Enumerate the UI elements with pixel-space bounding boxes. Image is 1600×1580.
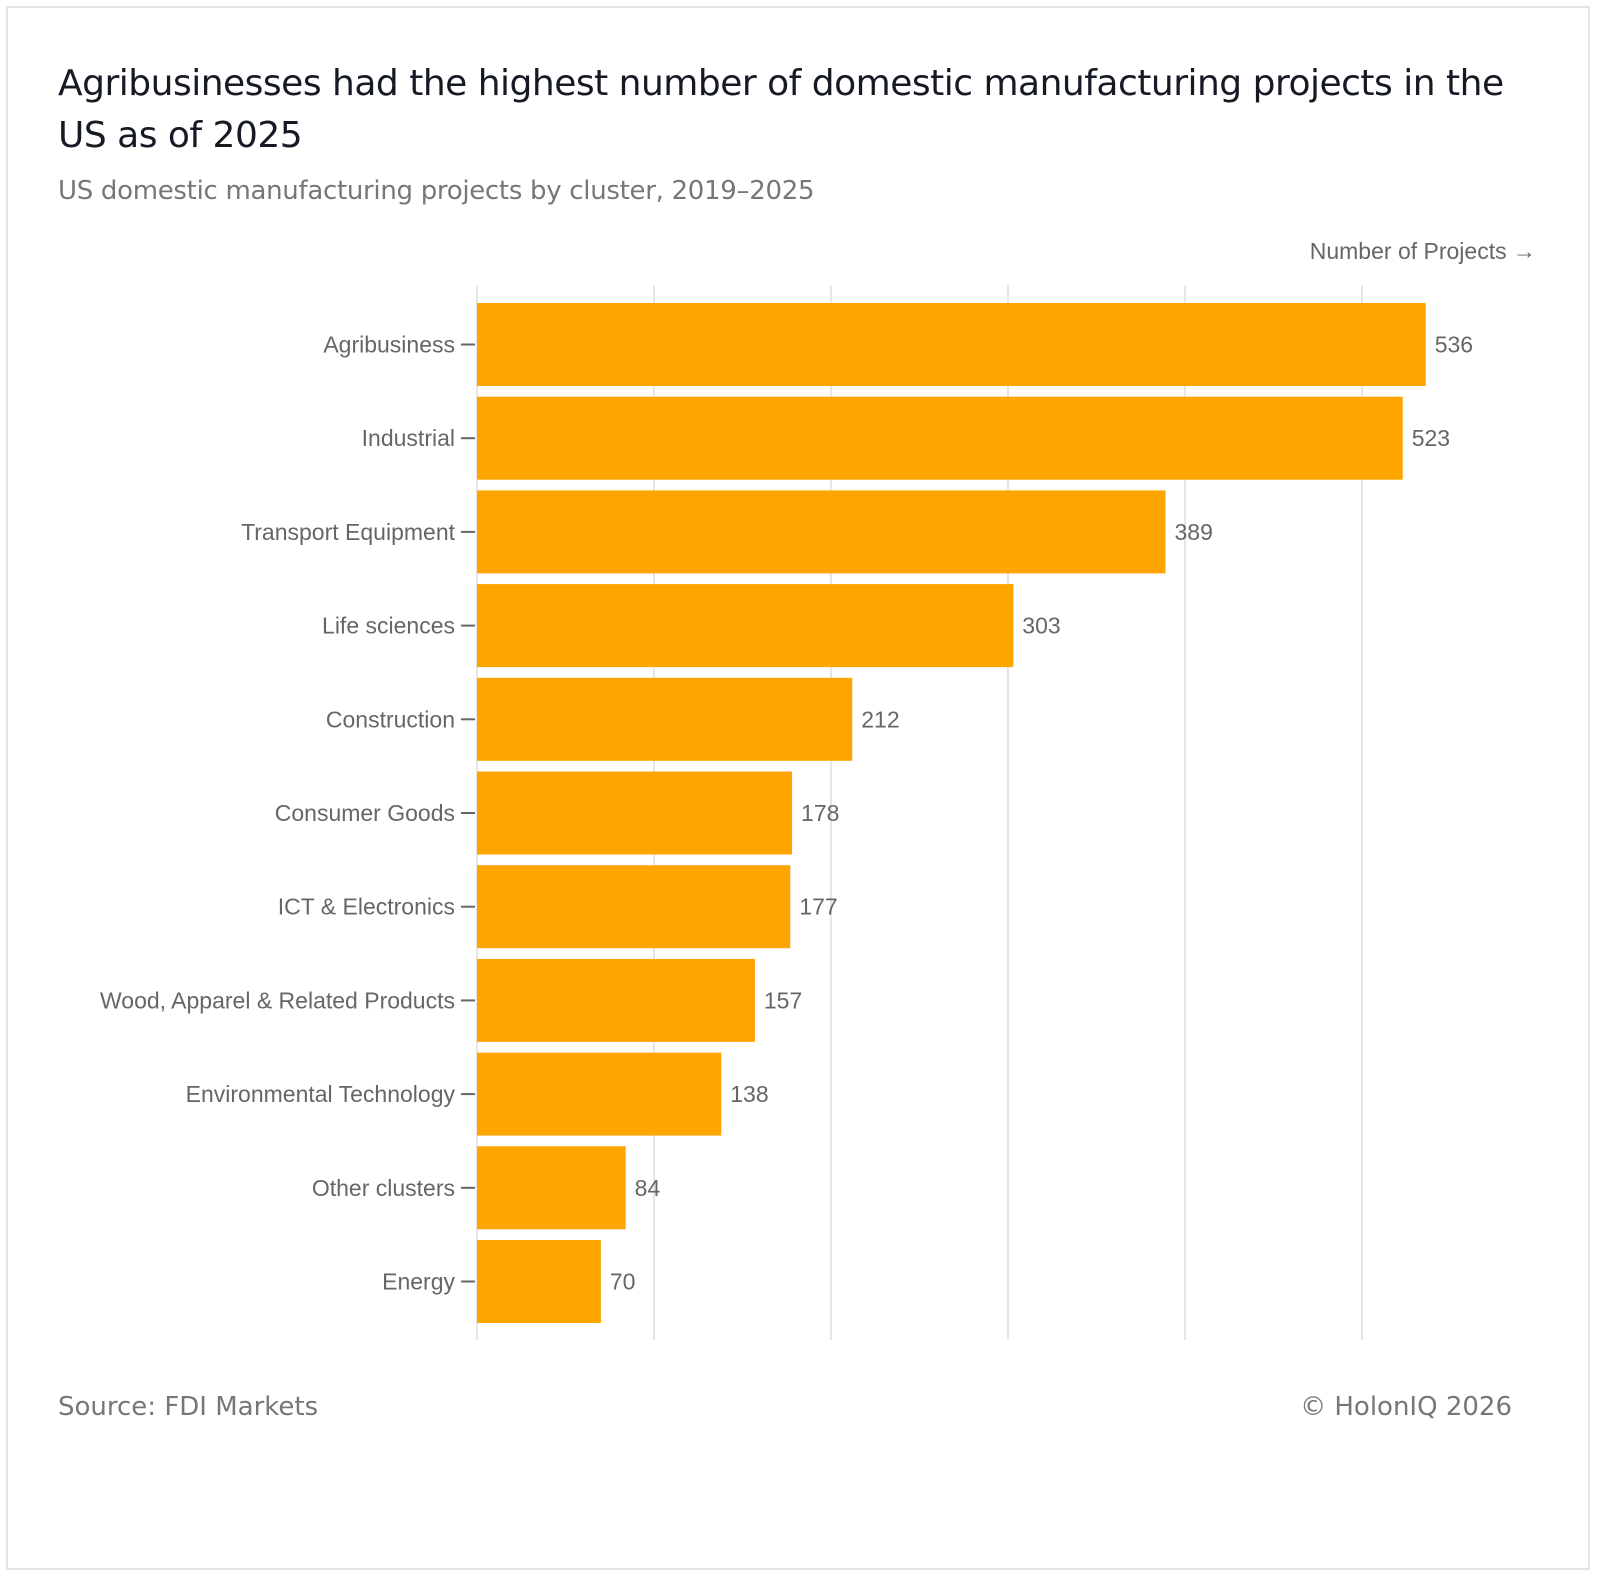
- category-label: Agribusiness: [323, 332, 455, 358]
- bar[interactable]: [477, 303, 1426, 386]
- category-label: Environmental Technology: [186, 1081, 456, 1107]
- value-label: 389: [1175, 519, 1213, 545]
- bar[interactable]: [477, 584, 1014, 668]
- chart-subtitle: US domestic manufacturing projects by cl…: [58, 176, 815, 206]
- value-label: 536: [1435, 332, 1473, 358]
- category-label: Construction: [326, 706, 455, 732]
- bar[interactable]: [477, 1052, 722, 1136]
- copyright-note: © HolonIQ 2026: [1300, 1392, 1512, 1422]
- category-label: Energy: [382, 1269, 455, 1295]
- value-label: 303: [1022, 613, 1060, 639]
- value-label: 70: [610, 1269, 636, 1295]
- category-label: Industrial: [362, 425, 455, 451]
- category-label: Life sciences: [322, 613, 455, 639]
- value-label: 84: [635, 1175, 661, 1201]
- x-axis-title: Number of Projects →: [1309, 238, 1536, 264]
- bar[interactable]: [477, 865, 791, 949]
- value-label: 177: [799, 894, 837, 920]
- bar[interactable]: [477, 677, 853, 761]
- value-label: 157: [764, 987, 802, 1013]
- category-label: Transport Equipment: [241, 519, 456, 545]
- category-label: Wood, Apparel & Related Products: [100, 987, 455, 1013]
- category-label: ICT & Electronics: [278, 894, 455, 920]
- source-note: Source: FDI Markets: [58, 1392, 319, 1422]
- value-label: 212: [861, 706, 899, 732]
- bar[interactable]: [477, 958, 755, 1042]
- chart-title: Agribusinesses had the highest number of…: [58, 63, 1504, 156]
- bar[interactable]: [477, 1146, 626, 1230]
- bar[interactable]: [477, 771, 793, 855]
- chart-frame: [6, 6, 1590, 1570]
- value-label: 138: [730, 1081, 768, 1107]
- value-label: 523: [1412, 425, 1450, 451]
- category-label: Consumer Goods: [275, 800, 455, 826]
- value-label: 178: [801, 800, 839, 826]
- bar[interactable]: [477, 396, 1403, 480]
- bar[interactable]: [477, 490, 1166, 574]
- bar[interactable]: [477, 1240, 601, 1323]
- category-label: Other clusters: [312, 1175, 455, 1201]
